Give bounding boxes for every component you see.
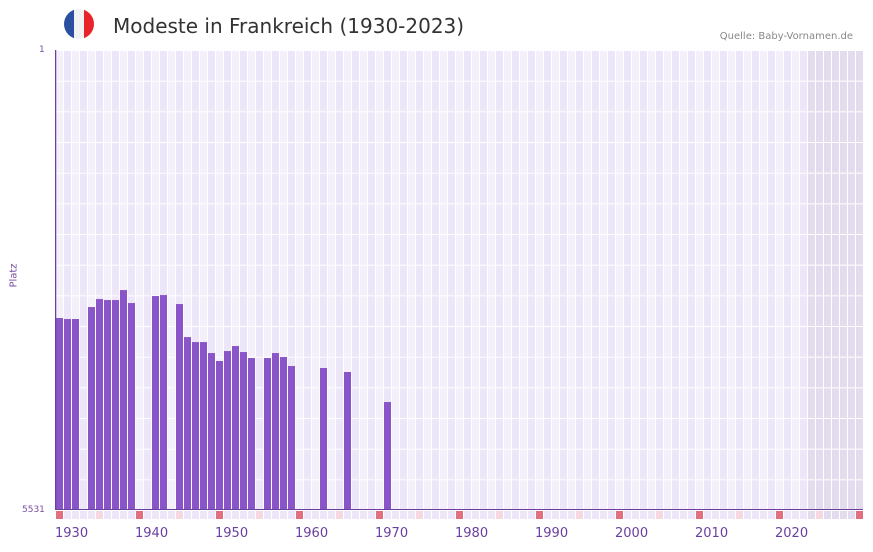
decade-markers bbox=[56, 511, 863, 519]
x-axis-labels: 1930 1940 1950 1960 1970 1980 1990 2000 2010 2020 bbox=[0, 526, 873, 546]
bar-1930[interactable] bbox=[56, 318, 63, 510]
x-tick-2010: 2010 bbox=[695, 526, 729, 541]
bar-1951[interactable] bbox=[224, 351, 231, 510]
bar-1935[interactable] bbox=[96, 299, 103, 510]
bar-1949[interactable] bbox=[208, 353, 215, 510]
bar-1950[interactable] bbox=[216, 361, 223, 510]
bar-1946[interactable] bbox=[184, 337, 191, 510]
bar-1959[interactable] bbox=[288, 366, 295, 510]
bar-1942[interactable] bbox=[152, 296, 159, 510]
chart-title: Modeste in Frankreich (1930-2023) bbox=[113, 14, 465, 38]
y-axis-top-label: 1 bbox=[39, 45, 45, 55]
plot-area bbox=[55, 50, 863, 510]
x-tick-1940: 1940 bbox=[135, 526, 169, 541]
bar-1937[interactable] bbox=[112, 300, 119, 510]
bar-1932[interactable] bbox=[72, 319, 79, 510]
source-label: Quelle: Baby-Vornamen.de bbox=[719, 31, 853, 42]
bar-1945[interactable] bbox=[176, 304, 183, 510]
bar-1958[interactable] bbox=[280, 357, 287, 510]
bar-1931[interactable] bbox=[64, 319, 71, 510]
bar-1936[interactable] bbox=[104, 300, 111, 510]
bar-1963[interactable] bbox=[320, 368, 327, 510]
bar-1947[interactable] bbox=[192, 342, 199, 510]
x-tick-1950: 1950 bbox=[215, 526, 249, 541]
y-axis-bottom-label: 5531 bbox=[22, 505, 45, 515]
bar-1954[interactable] bbox=[248, 358, 255, 510]
bar-1957[interactable] bbox=[272, 353, 279, 510]
bar-1938[interactable] bbox=[120, 290, 127, 510]
x-tick-1990: 1990 bbox=[535, 526, 569, 541]
bar-1939[interactable] bbox=[128, 303, 135, 510]
bar-1948[interactable] bbox=[200, 342, 207, 510]
y-axis-title: Platz bbox=[8, 263, 20, 288]
bar-1952[interactable] bbox=[232, 346, 239, 510]
france-flag-icon bbox=[64, 9, 94, 39]
x-tick-1960: 1960 bbox=[295, 526, 329, 541]
bar-1953[interactable] bbox=[240, 352, 247, 510]
x-tick-1980: 1980 bbox=[455, 526, 489, 541]
x-tick-1970: 1970 bbox=[375, 526, 409, 541]
bar-1934[interactable] bbox=[88, 307, 95, 510]
bar-1943[interactable] bbox=[160, 295, 167, 510]
bar-1971[interactable] bbox=[384, 402, 391, 510]
x-tick-2020: 2020 bbox=[775, 526, 809, 541]
bar-1966[interactable] bbox=[344, 372, 351, 510]
x-tick-1930: 1930 bbox=[55, 526, 89, 541]
bar-1956[interactable] bbox=[264, 358, 271, 510]
x-tick-2000: 2000 bbox=[615, 526, 649, 541]
